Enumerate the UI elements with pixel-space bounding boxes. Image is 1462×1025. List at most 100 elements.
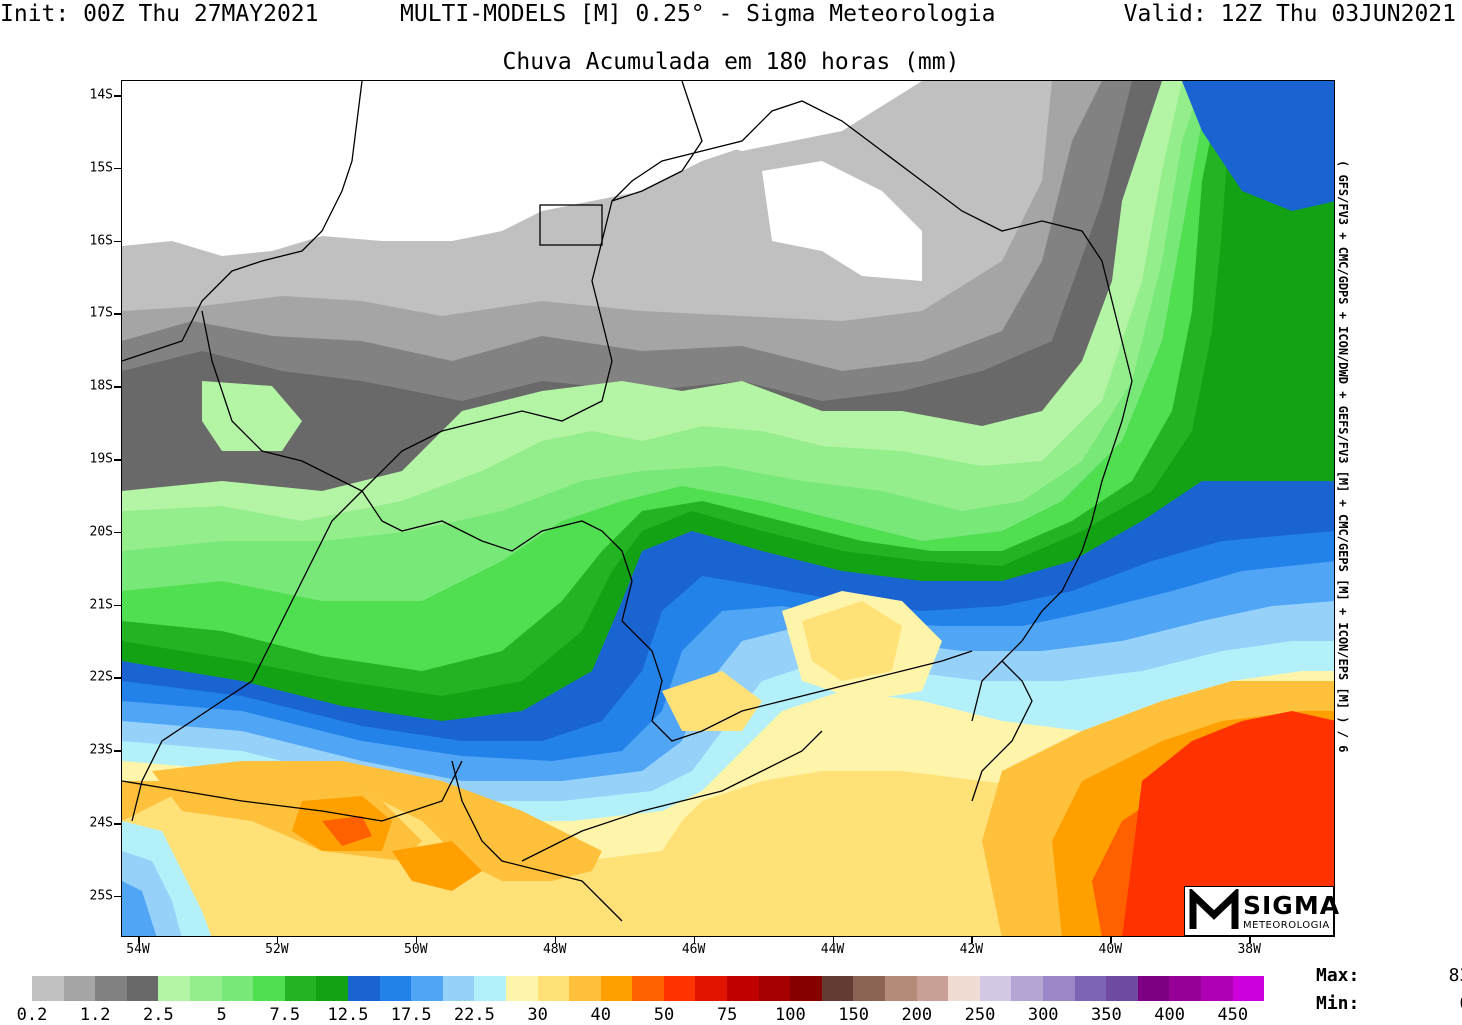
lon-label: 50W [404,942,428,957]
color-swatch [916,976,949,1001]
color-swatch [948,976,980,1001]
lat-label: 16S [89,233,113,249]
ensemble-text: ( GFS/FV3 + CMC/GDPS + ICON/DWD + GEFS/F… [1336,160,1350,753]
model-title: MULTI-MODELS [M] 0.25° - Sigma Meteorolo… [400,1,996,27]
color-swatch [1106,976,1138,1001]
color-scale-label: 300 [1027,1005,1059,1025]
lat-tick [114,895,121,898]
color-scale-label: 75 [716,1005,738,1025]
color-swatch [316,976,348,1001]
lon-label: 42W [959,942,984,957]
color-scale-label: 150 [838,1005,869,1025]
color-swatch [695,976,728,1001]
color-swatch [1043,976,1075,1001]
color-swatch [347,976,380,1001]
lon-tick [415,937,418,943]
lon-tick [1249,937,1251,943]
lat-tick [114,750,121,752]
color-swatch [853,976,886,1001]
color-swatch [284,976,317,1001]
color-scale-label: 400 [1154,1005,1185,1025]
lat-label: 25S [89,888,113,904]
lat-label: 22S [89,669,113,685]
color-scale [32,976,1265,1001]
color-swatch [189,976,222,1001]
color-swatch [1137,976,1170,1001]
precipitation-map [121,80,1335,937]
color-swatch [1169,976,1201,1001]
color-scale-label: 0.2 [16,1005,48,1025]
rainfall-field [122,81,1334,936]
lat-label: 14S [89,87,113,103]
color-scale-label: 7.5 [269,1005,301,1025]
color-swatch [1200,976,1233,1001]
lon-tick [554,937,557,943]
init-time: Init: 00Z Thu 27MAY2021 [0,1,319,27]
lon-label: 44W [820,942,845,957]
lat-tick [114,823,121,825]
lat-label: 17S [89,305,113,321]
color-swatch [221,976,254,1001]
color-swatch [885,976,917,1001]
color-swatch [537,976,570,1001]
stats-panel: Max: 83.9 Min: 0.0 [1316,962,1462,1018]
lat-tick [114,459,121,461]
lon-label: 52W [265,942,289,957]
max-label: Max: [1316,965,1360,986]
sigma-logo: SIGMA METEOROLOGIA [1184,886,1339,936]
lon-label: 54W [126,942,150,957]
color-swatch [569,976,601,1001]
lat-label: 18S [89,378,113,394]
lon-label: 40W [1098,942,1123,957]
max-value: 83.9 [1448,965,1462,986]
map-subtitle: Chuva Acumulada em 180 horas (mm) [502,49,960,75]
color-scale-label: 30 [527,1005,548,1025]
color-swatch [63,976,96,1001]
lon-label: 48W [542,942,567,957]
color-swatch [600,976,633,1001]
lon-tick [832,937,834,943]
lat-label: 19S [89,451,113,467]
color-swatch [727,976,759,1001]
color-swatch [32,976,64,1001]
color-scale-label: 100 [775,1005,806,1025]
lat-tick [114,386,121,388]
color-scale-label: 250 [964,1005,996,1025]
lon-label: 46W [681,942,706,957]
color-scale-label: 5 [216,1005,227,1025]
lon-tick [1110,937,1112,943]
lat-tick [114,167,121,170]
lat-tick [114,677,121,679]
lat-label: 15S [89,160,113,176]
color-swatch [632,976,664,1001]
lon-tick [276,937,279,943]
color-scale-label: 17.5 [390,1005,432,1025]
valid-time: Valid: 12Z Thu 03JUN2021 [1123,1,1456,27]
logo-sub: METEOROLOGIA [1243,920,1330,931]
color-scale-label: 12.5 [327,1005,369,1025]
lon-label: 38W [1237,942,1261,957]
color-swatch [126,976,159,1001]
lat-tick [114,240,121,243]
color-scale-label: 450 [1217,1005,1249,1025]
lon-tick [971,937,973,943]
sigma-logo-icon [1189,889,1239,929]
color-swatch [790,976,822,1001]
color-swatch [442,976,475,1001]
model-ensemble-label: ( GFS/FV3 + CMC/GDPS + ICON/DWD + GEFS/F… [1336,160,1360,860]
lat-tick [114,531,121,534]
min-label: Min: [1316,993,1360,1014]
color-swatch [758,976,791,1001]
min-value: 0.0 [1382,990,1462,1018]
lat-tick [114,604,121,607]
logo-brand: SIGMA [1243,891,1341,920]
color-swatch [979,976,1012,1001]
color-swatch [1011,976,1043,1001]
color-scale-label: 50 [653,1005,675,1025]
color-swatch [474,976,506,1001]
color-scale-label: 350 [1091,1005,1122,1025]
color-swatch [821,976,854,1001]
color-scale-label: 2.5 [143,1005,174,1025]
lat-tick [114,95,121,97]
color-scale-label: 22.5 [453,1005,495,1025]
